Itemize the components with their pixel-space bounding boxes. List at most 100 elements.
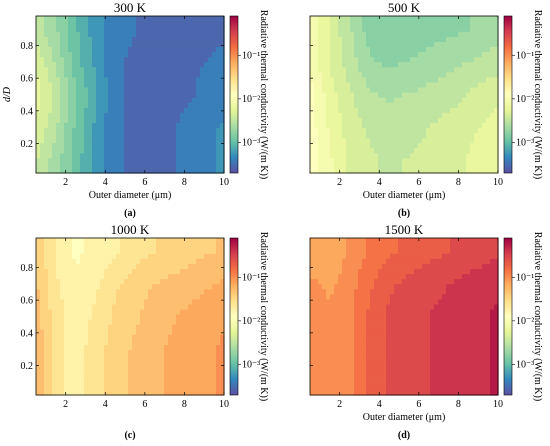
heatmap-cell (200, 142, 205, 149)
heatmap-cell (366, 66, 371, 73)
heatmap-cell (192, 379, 197, 386)
heatmap-cell (156, 86, 161, 93)
heatmap-cell (152, 258, 157, 264)
heatmap-cell (140, 112, 145, 118)
heatmap-cell (450, 162, 455, 169)
heatmap-cell (358, 71, 363, 78)
heatmap-cell (160, 51, 165, 58)
heatmap-cell (326, 157, 331, 164)
heatmap-cell (466, 142, 471, 149)
heatmap-cell (458, 359, 463, 366)
heatmap-cell (430, 137, 435, 144)
heatmap-cell (338, 31, 343, 37)
heatmap-cell (318, 16, 323, 22)
heatmap-cell (36, 107, 41, 113)
heatmap-cell (398, 51, 403, 58)
heatmap-cell (124, 389, 129, 396)
heatmap-cell (72, 374, 77, 381)
heatmap-cell (188, 298, 193, 305)
heatmap-cell (494, 112, 499, 118)
heatmap-cell (164, 288, 169, 295)
heatmap-cell (482, 354, 487, 361)
heatmap-cell (164, 167, 169, 174)
heatmap-cell (204, 303, 209, 310)
heatmap-cell (346, 102, 351, 108)
heatmap-cell (140, 97, 145, 103)
heatmap-cell (108, 81, 113, 88)
heatmap-cell (394, 344, 399, 351)
heatmap-cell (100, 278, 105, 285)
heatmap-cell (140, 142, 145, 149)
heatmap-cell (208, 364, 213, 371)
heatmap-cell (144, 162, 149, 169)
heatmap-cell (160, 319, 165, 325)
heatmap-cell (172, 374, 177, 381)
heatmap-cell (378, 41, 383, 47)
heatmap-cell (168, 46, 173, 53)
heatmap-cell (318, 26, 323, 32)
heatmap-cell (168, 319, 173, 325)
heatmap-cell (104, 303, 109, 310)
heatmap-cell (406, 102, 411, 108)
heatmap-cell (196, 334, 201, 340)
heatmap-cell (310, 86, 315, 93)
heatmap-cell (72, 344, 77, 351)
heatmap-cell (196, 81, 201, 88)
heatmap-cell (192, 117, 197, 123)
heatmap-cell (204, 243, 209, 249)
heatmap-cell (48, 308, 53, 315)
heatmap-cell (494, 41, 499, 47)
heatmap-cell (358, 51, 363, 58)
heatmap-cell (148, 16, 153, 22)
heatmap-cell (120, 389, 125, 396)
heatmap-cell (470, 167, 475, 174)
heatmap-cell (164, 46, 169, 53)
heatmap-cell (156, 359, 161, 366)
heatmap-cell (204, 288, 209, 295)
heatmap-cell (148, 344, 153, 351)
heatmap-cell (438, 21, 443, 27)
heatmap-cell (96, 354, 101, 361)
heatmap-cell (80, 76, 85, 83)
heatmap-cell (310, 81, 315, 88)
heatmap-cell (132, 91, 137, 98)
heatmap-cell (120, 31, 125, 37)
heatmap-cell (180, 374, 185, 381)
heatmap-cell (188, 389, 193, 396)
heatmap-cell (108, 258, 113, 264)
heatmap-cell (96, 379, 101, 386)
heatmap-cell (454, 389, 459, 396)
heatmap-cell (148, 91, 153, 98)
heatmap-cell (36, 319, 41, 325)
heatmap-cell (220, 46, 225, 53)
heatmap-cell (164, 71, 169, 78)
heatmap-cell (56, 344, 61, 351)
heatmap-cell (366, 384, 371, 391)
heatmap-cell (482, 369, 487, 376)
heatmap-cell (152, 107, 157, 113)
heatmap-cell (386, 379, 391, 386)
heatmap-cell (406, 389, 411, 396)
heatmap-cell (358, 21, 363, 27)
heatmap-cell (204, 102, 209, 108)
heatmap-cell (474, 61, 479, 68)
heatmap-cell (192, 16, 197, 22)
heatmap-cell (144, 56, 149, 63)
heatmap-cell (426, 374, 431, 381)
heatmap-cell (84, 157, 89, 164)
heatmap-cell (322, 379, 327, 386)
heatmap-cell (220, 293, 225, 300)
heatmap-cell (434, 41, 439, 47)
heatmap-cell (322, 21, 327, 27)
heatmap-cell (88, 384, 93, 391)
heatmap-cell (52, 91, 57, 98)
heatmap-cell (152, 344, 157, 351)
heatmap-cell (128, 71, 133, 78)
heatmap-cell (442, 71, 447, 78)
heatmap-cell (188, 308, 193, 315)
heatmap-cell (88, 248, 93, 254)
heatmap-cell (172, 147, 177, 154)
heatmap-cell (208, 21, 213, 27)
heatmap-cell (152, 147, 157, 154)
heatmap-cell (172, 81, 177, 88)
